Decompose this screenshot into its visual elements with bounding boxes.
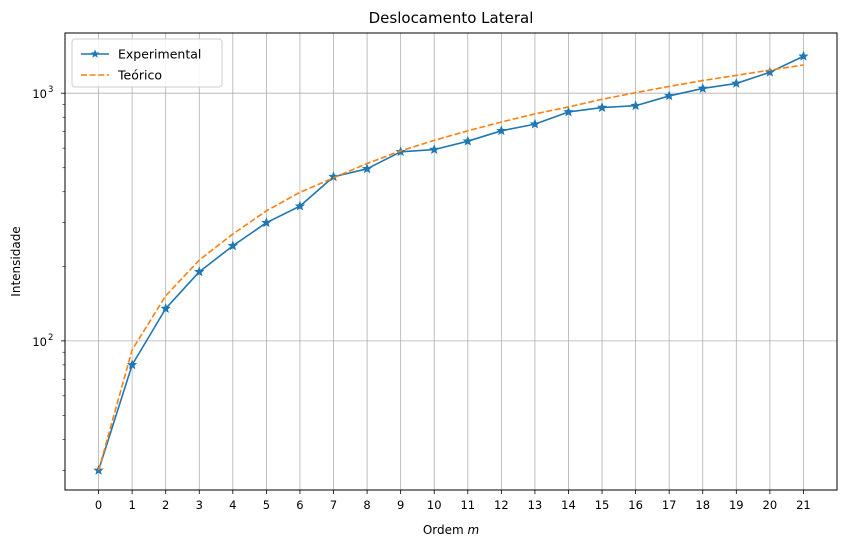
x-tick-label: 6 — [296, 498, 303, 512]
y-tick-exponent: 2 — [48, 333, 53, 343]
x-tick-label: 3 — [196, 498, 203, 512]
x-tick-label: 10 — [427, 498, 442, 512]
x-tick-label: 5 — [263, 498, 270, 512]
data-point — [294, 200, 306, 211]
y-tick-exponent: 3 — [48, 85, 53, 95]
x-axis-label-variable: m — [467, 523, 479, 537]
legend-marker — [90, 49, 100, 58]
x-tick-label: 13 — [528, 498, 543, 512]
series-layer — [93, 50, 809, 475]
data-point — [529, 118, 541, 129]
x-tick-label: 17 — [662, 498, 677, 512]
x-tick-label: 18 — [695, 498, 710, 512]
data-point — [731, 78, 742, 88]
legend-label: Experimental — [118, 47, 201, 62]
data-point — [664, 90, 675, 101]
x-axis: 0 1 2 3 4 5 6 7 8 9 10 11 12 13 14 15 16 17 18 19 20 21 — [95, 490, 811, 512]
data-point — [563, 106, 574, 117]
y-axis-label: Intensidade — [9, 226, 23, 296]
data-point — [798, 50, 809, 61]
data-point — [194, 266, 205, 277]
data-point — [697, 83, 708, 93]
data-point — [160, 303, 171, 313]
series-line — [97, 55, 804, 471]
data-point — [596, 102, 608, 112]
x-tick-label: 1 — [128, 498, 135, 512]
x-tick-label: 21 — [796, 498, 811, 512]
data-point — [227, 240, 238, 251]
data-point — [496, 125, 507, 136]
chart-title: Deslocamento Lateral — [369, 9, 534, 27]
y-tick-base: 10 — [32, 87, 47, 101]
x-tick-label: 14 — [561, 498, 576, 512]
x-tick-label: 8 — [363, 498, 370, 512]
series-teorico — [97, 64, 804, 471]
legend-box — [71, 38, 223, 88]
x-tick-label: 15 — [595, 498, 610, 512]
data-point — [429, 144, 440, 154]
data-point — [630, 100, 641, 111]
grid — [65, 33, 837, 490]
x-tick-label: 0 — [95, 498, 102, 512]
x-tick-label: 9 — [397, 498, 404, 512]
data-point — [361, 163, 373, 174]
x-tick-label: 11 — [460, 498, 475, 512]
x-tick-label: 7 — [330, 498, 337, 512]
data-point — [261, 217, 272, 228]
x-axis-label-text: Ordem — [423, 523, 468, 537]
y-tick-label: 10 — [32, 87, 47, 101]
series-line — [97, 64, 804, 471]
x-axis-label: Ordem m — [423, 523, 479, 537]
x-tick-label: 16 — [628, 498, 643, 512]
y-tick-label: 10 — [32, 335, 47, 349]
data-point — [126, 359, 138, 370]
x-tick-label: 19 — [729, 498, 744, 512]
legend: Experimental Teórico — [71, 38, 223, 88]
data-point — [462, 135, 473, 146]
series-experimental — [93, 50, 809, 475]
x-tick-label: 2 — [162, 498, 169, 512]
plot-frame — [64, 32, 838, 491]
y-tick-base: 10 — [32, 335, 47, 349]
x-tick-label: 4 — [229, 498, 236, 512]
x-tick-label: 20 — [763, 498, 778, 512]
data-point — [328, 171, 339, 182]
legend-label: Teórico — [117, 68, 162, 83]
x-tick-label: 12 — [494, 498, 509, 512]
